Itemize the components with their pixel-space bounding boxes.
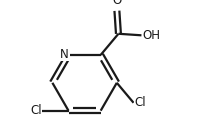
Text: O: O	[112, 0, 122, 7]
Text: OH: OH	[142, 29, 160, 42]
Text: Cl: Cl	[30, 104, 42, 117]
Text: N: N	[60, 48, 69, 61]
Text: Cl: Cl	[134, 96, 146, 109]
